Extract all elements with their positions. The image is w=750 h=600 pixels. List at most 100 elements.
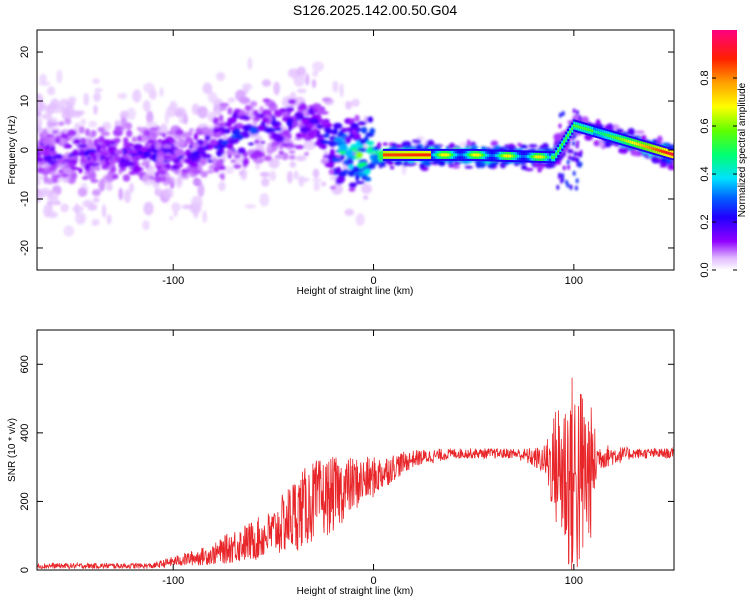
heatmap-blob — [345, 149, 354, 158]
heatmap-blob — [56, 69, 63, 84]
heatmap-blob — [216, 149, 223, 157]
ridge-cell — [471, 153, 474, 157]
heatmap-blob — [274, 154, 285, 160]
heatmap-blob — [350, 122, 359, 129]
heatmap-blob — [332, 157, 343, 163]
ridge-cell — [665, 151, 668, 155]
heatmap-blob — [81, 138, 86, 144]
heatmap-blob — [328, 158, 333, 163]
heatmap-blob — [122, 159, 132, 167]
heatmap-blob — [86, 156, 91, 160]
heatmap-blob — [312, 168, 320, 179]
heatmap-blob — [137, 135, 142, 142]
heatmap-blob — [363, 195, 369, 200]
heatmap-blob — [212, 127, 221, 134]
ridge-cell — [412, 153, 416, 157]
ridge-cell — [549, 155, 552, 159]
heatmap-blob — [297, 177, 310, 183]
heatmap-blob — [344, 208, 355, 216]
heatmap-blob — [311, 79, 317, 89]
heatmap-blob — [307, 107, 316, 116]
snr-series-line — [37, 377, 674, 570]
heatmap-blob — [230, 159, 237, 163]
heatmap-blob — [136, 126, 142, 131]
heatmap-blob — [142, 160, 151, 164]
heatmap-blob — [200, 170, 208, 178]
heatmap-blob — [74, 202, 80, 216]
heatmap-blob — [110, 166, 116, 174]
heatmap-blob — [528, 144, 538, 148]
heatmap-blob — [579, 152, 583, 158]
heatmap-blob — [74, 110, 86, 115]
ridge-cell — [467, 153, 470, 157]
heatmap-blob — [336, 166, 342, 174]
ridge-cell — [427, 153, 430, 157]
heatmap-blob — [324, 162, 334, 168]
ridge-cell — [671, 152, 674, 156]
heatmap-blob — [393, 161, 404, 166]
heatmap-blob — [312, 177, 322, 183]
heatmap-blob — [561, 177, 565, 183]
ridge-cell — [633, 141, 636, 145]
ridge-cell — [392, 153, 396, 157]
heatmap-blob — [419, 162, 425, 170]
heatmap-blob — [60, 137, 65, 145]
heatmap-blob — [208, 128, 213, 133]
heatmap-blob — [117, 92, 128, 100]
heatmap-blob — [212, 116, 219, 125]
heatmap-blob — [154, 175, 162, 184]
heatmap-blob — [534, 161, 539, 168]
heatmap-blob — [91, 189, 101, 197]
heatmap-blob — [100, 131, 111, 137]
heatmap-blob — [287, 98, 297, 105]
x-tick-label: -100 — [162, 575, 184, 587]
snr-panel: -100 0 100 0 200 400 600 Height of straight l… — [7, 329, 675, 597]
heatmap-blob — [566, 182, 570, 188]
heatmap-blob — [94, 218, 100, 226]
heatmap-blob — [143, 201, 154, 216]
ridge-cell — [475, 153, 478, 157]
heatmap-blob — [45, 144, 51, 149]
heatmap-blob — [94, 88, 103, 93]
heatmap-blob — [78, 126, 85, 134]
ridge-cell — [410, 153, 414, 157]
heatmap-blob — [257, 124, 266, 132]
ridge-cell — [507, 154, 510, 158]
heatmap-blob — [141, 174, 149, 182]
ridge-cell — [451, 153, 454, 157]
heatmap-blob — [71, 172, 78, 180]
heatmap-blob — [627, 128, 636, 136]
x-tick-label: 100 — [565, 275, 583, 287]
heatmap-blob — [371, 161, 381, 165]
heatmap-blob — [46, 86, 56, 96]
ridge-cell — [459, 153, 462, 157]
heatmap-blob — [355, 173, 360, 182]
heatmap-blob — [39, 188, 51, 197]
heatmap-blob — [132, 89, 142, 103]
heatmap-blob — [572, 141, 576, 147]
heatmap-blob — [198, 163, 203, 171]
heatmap-blob — [448, 142, 456, 150]
heatmap-blob — [254, 139, 260, 145]
heatmap-blob — [402, 162, 408, 167]
heatmap-blob — [108, 158, 117, 165]
heatmap-blob — [634, 130, 645, 135]
ridge-cell — [386, 153, 390, 157]
heatmap-blob — [174, 134, 184, 140]
heatmap-blob — [206, 169, 214, 174]
heatmap-blob — [490, 140, 499, 147]
ridge-cell — [402, 153, 406, 157]
heatmap-blob — [377, 142, 382, 148]
ridge-cell — [503, 154, 506, 158]
heatmap-blob — [215, 72, 226, 81]
heatmap-blob — [459, 141, 468, 147]
ridge-cell — [382, 153, 386, 157]
heatmap-blob — [52, 174, 62, 179]
heatmap-blob — [345, 100, 353, 110]
y-tick-label: -10 — [19, 191, 31, 207]
heatmap-blob — [50, 146, 56, 152]
heatmap-blob — [303, 151, 310, 156]
heatmap-blob — [227, 137, 233, 142]
heatmap-blob — [576, 140, 580, 146]
heatmap-blob — [593, 139, 601, 147]
